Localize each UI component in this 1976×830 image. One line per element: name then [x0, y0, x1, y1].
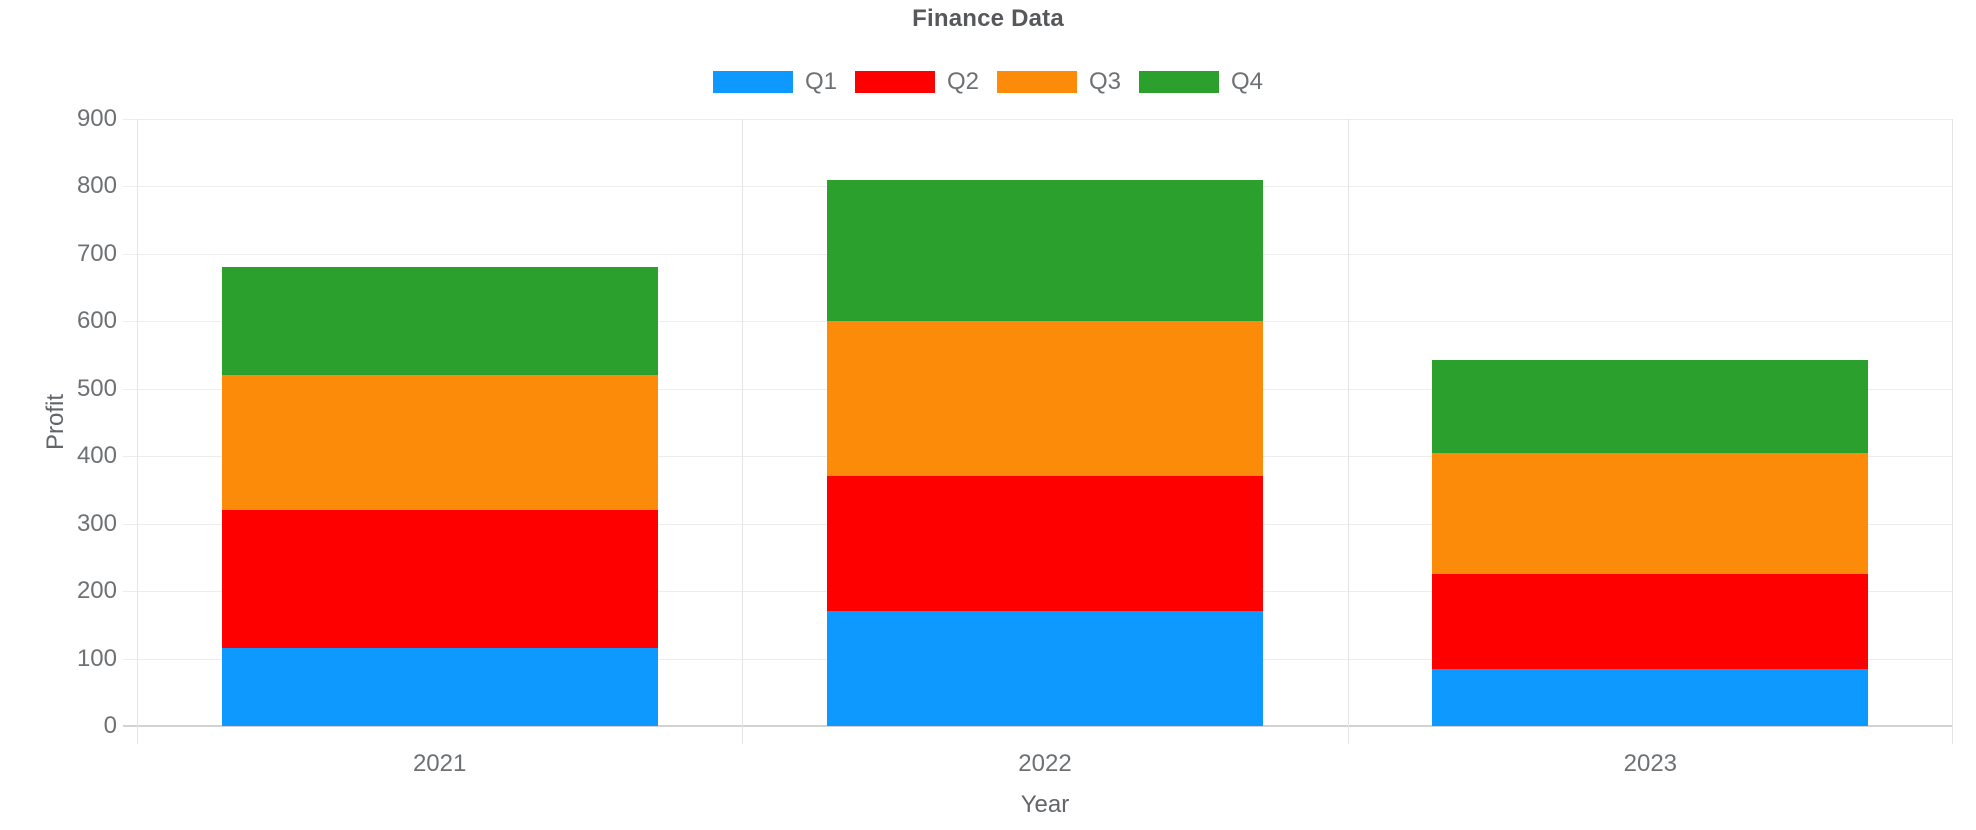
gridline-x-3 [1952, 119, 1953, 744]
legend-item-q1[interactable]: Q1 [712, 68, 837, 96]
plot-area [123, 119, 1953, 744]
gridline-y-900 [123, 119, 1953, 120]
x-axis-line [123, 725, 1953, 727]
y-tick-label-400: 400 [76, 442, 117, 470]
gridline-x-1 [742, 119, 743, 744]
legend-item-q4[interactable]: Q4 [1139, 68, 1263, 96]
gridline-x-2 [1348, 119, 1349, 744]
y-tick-label-700: 700 [76, 239, 117, 267]
chart-legend: Q1 Q2 Q3 Q4 [0, 68, 1976, 96]
bar-segment-2022-q3[interactable] [827, 321, 1263, 477]
gridline-x-0 [137, 119, 138, 744]
chart-title: Finance Data [912, 5, 1064, 32]
legend-swatch-q2-icon [854, 71, 935, 93]
legend-item-q3[interactable]: Q3 [997, 68, 1121, 96]
bar-segment-2021-q3[interactable] [221, 375, 658, 511]
legend-label: Q3 [1089, 68, 1122, 95]
y-tick-label-300: 300 [76, 509, 117, 537]
y-tick-label-100: 100 [76, 644, 117, 672]
y-axis-title: Profit [42, 393, 69, 451]
legend-label: Q4 [1231, 68, 1264, 95]
bar-segment-2023-q4[interactable] [1432, 359, 1869, 453]
bar-segment-2021-q2[interactable] [221, 510, 658, 649]
x-axis-title: Year [1020, 791, 1070, 818]
bar-segment-2023-q1[interactable] [1432, 668, 1869, 726]
y-tick-label-200: 200 [76, 577, 117, 605]
y-tick-label-900: 900 [76, 105, 117, 132]
bar-segment-2022-q2[interactable] [827, 476, 1263, 612]
y-tick-label-800: 800 [76, 172, 117, 200]
legend-item-q2[interactable]: Q2 [854, 68, 979, 96]
bar-segment-2021-q4[interactable] [221, 267, 658, 376]
x-tick-label-2023: 2023 [1623, 750, 1678, 777]
legend-label: Q1 [804, 68, 837, 95]
y-tick-label-500: 500 [76, 374, 117, 402]
legend-swatch-q4-icon [1139, 71, 1220, 93]
x-tick-label-2021: 2021 [412, 750, 467, 777]
x-tick-label-2022: 2022 [1018, 750, 1072, 777]
legend-label: Q2 [946, 68, 979, 95]
bar-segment-2022-q1[interactable] [827, 611, 1263, 726]
legend-swatch-q3-icon [997, 71, 1077, 93]
legend-swatch-q1-icon [712, 71, 793, 93]
bar-segment-2023-q3[interactable] [1432, 452, 1869, 575]
y-tick-label-0: 0 [103, 712, 117, 739]
bar-segment-2021-q1[interactable] [221, 648, 658, 726]
bar-segment-2022-q4[interactable] [827, 179, 1263, 322]
bar-segment-2023-q2[interactable] [1432, 574, 1869, 669]
y-tick-label-600: 600 [76, 307, 117, 335]
